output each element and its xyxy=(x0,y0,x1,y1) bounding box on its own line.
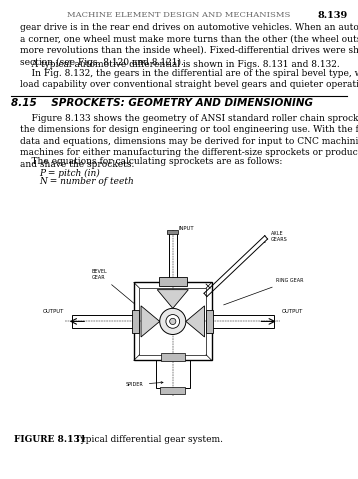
Text: In Fig. 8.132, the gears in the differential are of the spiral bevel type, which: In Fig. 8.132, the gears in the differen… xyxy=(20,69,358,90)
Text: FIGURE 8.131   Typical differential gear system.: FIGURE 8.131 Typical differential gear s… xyxy=(14,435,238,444)
Text: SPIDER: SPIDER xyxy=(126,382,163,387)
Bar xyxy=(156,360,190,388)
Bar xyxy=(132,309,139,333)
Bar xyxy=(160,387,185,394)
Bar xyxy=(212,315,274,328)
Bar xyxy=(159,277,187,286)
Text: RING GEAR: RING GEAR xyxy=(224,278,303,305)
Bar xyxy=(169,233,176,283)
Circle shape xyxy=(166,315,180,328)
Text: FIGURE 8.131: FIGURE 8.131 xyxy=(14,435,87,444)
Text: OUTPUT: OUTPUT xyxy=(43,308,64,314)
Circle shape xyxy=(160,308,186,334)
Polygon shape xyxy=(157,290,188,308)
Bar xyxy=(167,230,178,234)
Text: BEVEL
GEAR: BEVEL GEAR xyxy=(92,269,135,304)
Text: INPUT: INPUT xyxy=(178,226,194,230)
Text: 8.139: 8.139 xyxy=(317,11,347,20)
Text: The equations for calculating sprockets are as follows:: The equations for calculating sprockets … xyxy=(20,157,282,166)
Bar xyxy=(207,309,213,333)
Text: MACHINE ELEMENT DESIGN AND MECHANISMS: MACHINE ELEMENT DESIGN AND MECHANISMS xyxy=(67,11,291,19)
Text: Figure 8.133 shows the geometry of ANSI standard roller chain sprockets and deri: Figure 8.133 shows the geometry of ANSI … xyxy=(20,114,358,169)
Bar xyxy=(72,315,134,328)
Text: N = number of teeth: N = number of teeth xyxy=(39,177,134,186)
Text: Typical differential gear system.: Typical differential gear system. xyxy=(66,435,223,444)
Polygon shape xyxy=(186,306,204,337)
Circle shape xyxy=(170,319,176,325)
Text: P = pitch (in): P = pitch (in) xyxy=(39,169,100,178)
Text: OUTPUT: OUTPUT xyxy=(282,308,303,314)
Text: 8.15    SPROCKETS: GEOMETRY AND DIMENSIONING: 8.15 SPROCKETS: GEOMETRY AND DIMENSIONIN… xyxy=(11,98,313,108)
Bar xyxy=(161,353,185,361)
Polygon shape xyxy=(141,306,160,337)
Text: gear drive is in the rear end drives on automotive vehicles. When an automobile : gear drive is in the rear end drives on … xyxy=(20,23,358,67)
Text: AXLE
GEARS: AXLE GEARS xyxy=(264,231,287,242)
Text: A typical automotive differential is shown in Figs. 8.131 and 8.132.: A typical automotive differential is sho… xyxy=(20,60,339,69)
